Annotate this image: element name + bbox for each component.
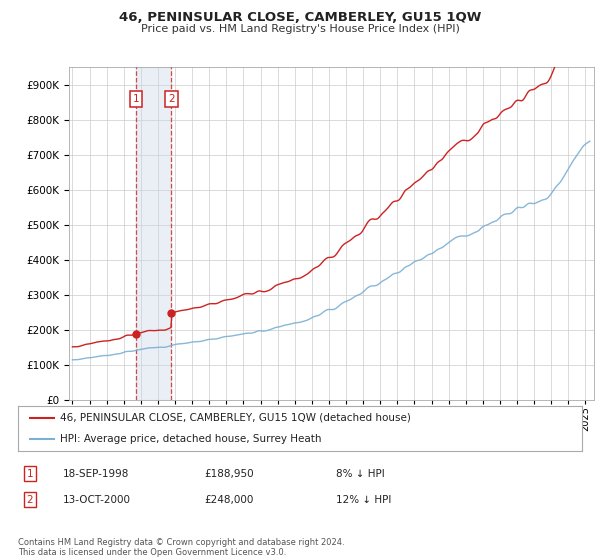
Text: 12% ↓ HPI: 12% ↓ HPI (336, 494, 391, 505)
Text: 8% ↓ HPI: 8% ↓ HPI (336, 469, 385, 479)
Text: 1: 1 (133, 94, 139, 104)
Text: 2: 2 (26, 494, 34, 505)
Text: £248,000: £248,000 (204, 494, 253, 505)
Text: 18-SEP-1998: 18-SEP-1998 (63, 469, 130, 479)
Text: Contains HM Land Registry data © Crown copyright and database right 2024.
This d: Contains HM Land Registry data © Crown c… (18, 538, 344, 557)
Text: £188,950: £188,950 (204, 469, 254, 479)
Text: 46, PENINSULAR CLOSE, CAMBERLEY, GU15 1QW (detached house): 46, PENINSULAR CLOSE, CAMBERLEY, GU15 1Q… (60, 413, 411, 423)
Text: HPI: Average price, detached house, Surrey Heath: HPI: Average price, detached house, Surr… (60, 434, 322, 444)
Text: Price paid vs. HM Land Registry's House Price Index (HPI): Price paid vs. HM Land Registry's House … (140, 24, 460, 34)
Text: 2: 2 (168, 94, 175, 104)
Text: 1: 1 (26, 469, 34, 479)
Text: 13-OCT-2000: 13-OCT-2000 (63, 494, 131, 505)
Text: 46, PENINSULAR CLOSE, CAMBERLEY, GU15 1QW: 46, PENINSULAR CLOSE, CAMBERLEY, GU15 1Q… (119, 11, 481, 24)
Bar (136, 67, 172, 400)
